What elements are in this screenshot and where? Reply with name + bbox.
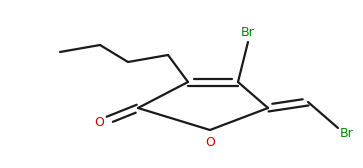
Text: O: O [205, 136, 215, 149]
Text: Br: Br [340, 127, 354, 140]
Text: O: O [94, 116, 104, 129]
Text: Br: Br [241, 26, 255, 39]
